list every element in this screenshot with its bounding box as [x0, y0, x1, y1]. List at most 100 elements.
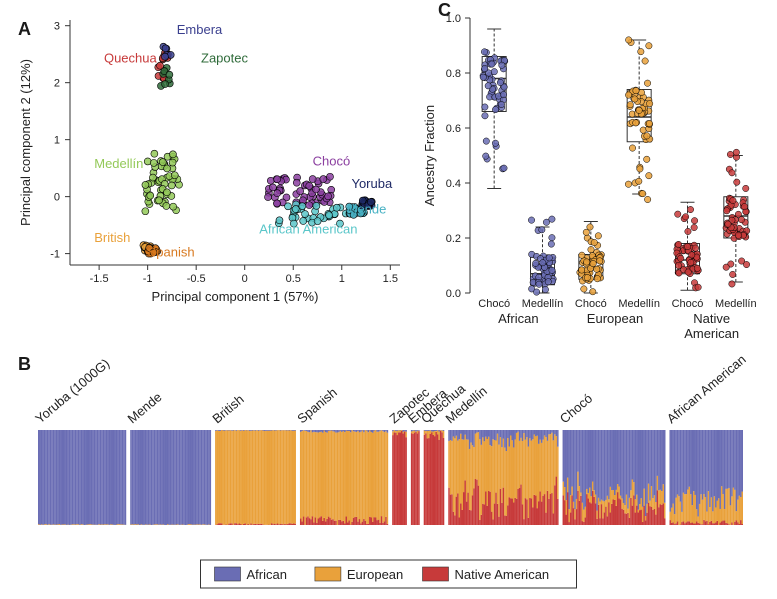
admix-native — [661, 505, 662, 525]
admix-european — [117, 524, 118, 525]
admix-european — [478, 432, 479, 486]
admix-african — [249, 430, 250, 431]
admix-african — [712, 430, 713, 511]
admix-european — [706, 512, 707, 521]
admix-european — [290, 430, 291, 523]
admix-european — [318, 432, 319, 518]
admix-native — [674, 524, 675, 525]
admix-native — [351, 522, 352, 525]
admix-african — [379, 430, 380, 431]
admix-african — [219, 430, 220, 431]
pca-point — [150, 159, 157, 166]
admix-native — [464, 480, 465, 525]
admix-african — [579, 430, 580, 486]
admix-european — [292, 431, 293, 524]
admix-african — [60, 430, 61, 525]
admix-native — [712, 523, 713, 525]
admix-african — [157, 430, 158, 524]
admix-native — [740, 520, 741, 525]
ancestry-point — [625, 181, 631, 187]
admix-native — [649, 506, 650, 525]
admix-native — [573, 508, 574, 525]
admix-african — [188, 430, 189, 524]
admix-african — [395, 430, 396, 431]
admix-african — [112, 430, 113, 524]
admix-european — [736, 511, 737, 520]
admix-african — [51, 430, 52, 525]
admix-native — [346, 516, 347, 525]
admix-european — [319, 432, 320, 517]
admix-african — [544, 430, 545, 435]
admix-native — [231, 523, 232, 525]
pca-point — [142, 181, 149, 188]
admix-european — [678, 496, 679, 525]
admix-european — [529, 438, 530, 498]
admix-native — [696, 521, 697, 525]
ancestry-point — [644, 196, 650, 202]
admix-african — [457, 430, 458, 441]
admix-native — [278, 524, 279, 525]
admix-african — [640, 430, 641, 498]
admix-european — [215, 431, 216, 525]
admix-european — [547, 441, 548, 491]
admix-african — [405, 430, 406, 432]
admix-european — [357, 431, 358, 522]
admix-native — [643, 506, 644, 525]
admix-european — [535, 436, 536, 495]
admix-african — [675, 430, 676, 498]
admix-european — [566, 500, 567, 515]
admix-african — [687, 430, 688, 489]
admix-african — [170, 430, 171, 525]
admix-african — [78, 430, 79, 524]
admix-native — [301, 522, 302, 525]
admix-african — [535, 430, 536, 436]
admix-european — [618, 487, 619, 499]
admix-african — [120, 430, 121, 524]
admix-african — [564, 430, 565, 487]
admix-european — [683, 493, 684, 522]
pca-point — [297, 188, 304, 195]
admix-european — [642, 507, 643, 522]
admix-african — [292, 430, 293, 431]
admix-european — [438, 432, 439, 440]
admix-european — [255, 431, 256, 524]
admix-african — [583, 430, 584, 510]
admix-african — [529, 430, 530, 438]
admix-native — [236, 523, 237, 525]
admix-african — [387, 430, 388, 433]
admix-european — [243, 431, 244, 524]
admix-african — [589, 430, 590, 488]
admix-group-label: African American — [664, 352, 749, 427]
admix-native — [256, 524, 257, 525]
svg-text:0.4: 0.4 — [446, 178, 461, 190]
admix-native — [472, 495, 473, 525]
admix-european — [733, 488, 734, 525]
admix-african — [73, 430, 74, 524]
admix-native — [532, 507, 533, 525]
admix-european — [630, 490, 631, 498]
admix-native — [722, 521, 723, 525]
admix-european — [401, 430, 402, 431]
admix-native — [693, 523, 694, 525]
ancestry-point — [724, 208, 730, 214]
admix-african — [176, 430, 177, 524]
admix-european — [306, 431, 307, 517]
admix-european — [532, 439, 533, 507]
admix-european — [433, 431, 434, 434]
ancestry-point — [682, 214, 688, 220]
pca-point — [320, 176, 327, 183]
admix-european — [196, 524, 197, 525]
admix-european — [708, 491, 709, 524]
ancestry-point — [694, 265, 700, 271]
admix-native — [237, 524, 238, 525]
admix-native — [538, 501, 539, 525]
admix-african — [113, 430, 114, 525]
admix-african — [318, 430, 319, 432]
admix-african — [478, 430, 479, 432]
admix-european — [570, 495, 571, 512]
admix-african — [728, 430, 729, 488]
admix-african — [300, 430, 301, 432]
admix-native — [281, 524, 282, 525]
admix-european — [715, 507, 716, 522]
admix-european — [275, 430, 276, 524]
